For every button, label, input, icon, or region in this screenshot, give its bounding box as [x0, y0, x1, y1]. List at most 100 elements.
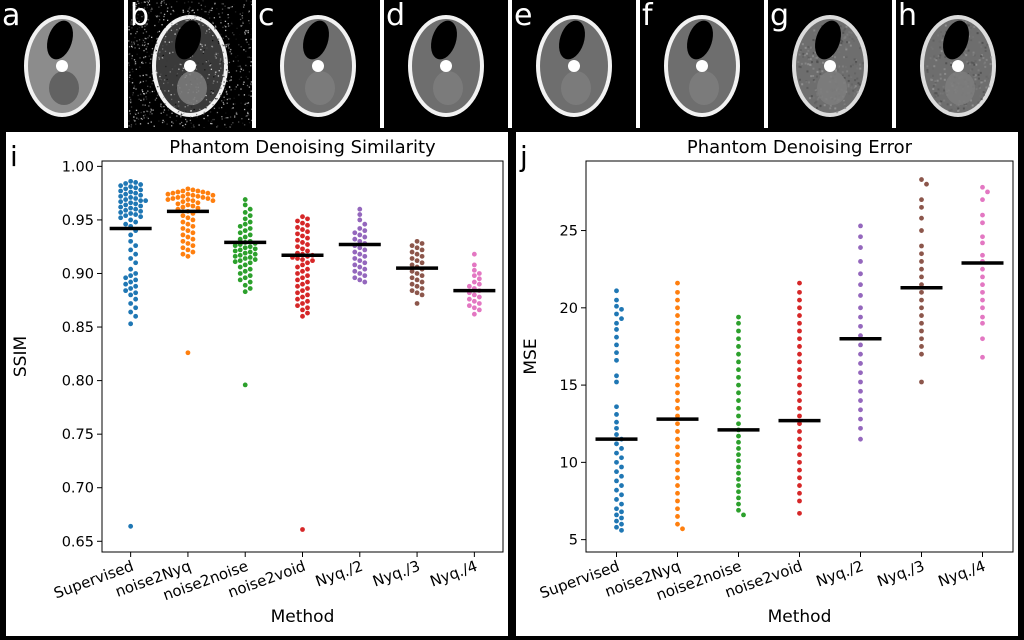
data-point [185, 191, 191, 197]
data-point [242, 210, 248, 215]
ssim-chart-panel: i Phantom Denoising Similarity 0.65 0.70 0.7… [6, 132, 508, 636]
data-point [614, 497, 619, 502]
data-point [675, 289, 680, 295]
data-point [133, 196, 139, 201]
data-point [409, 288, 415, 294]
data-point [675, 467, 680, 473]
data-point [797, 413, 802, 419]
panel-letter-d: d [386, 0, 406, 33]
data-point [300, 281, 305, 287]
data-point [980, 252, 985, 258]
data-point [123, 186, 129, 192]
image-panel-h: h [896, 0, 1020, 128]
data-point [980, 184, 985, 190]
data-point [619, 316, 624, 322]
data-point [357, 206, 363, 212]
data-point [980, 289, 985, 295]
data-point [476, 281, 482, 287]
data-point [210, 192, 216, 198]
data-point [185, 215, 191, 221]
data-point [128, 184, 134, 190]
data-point [247, 213, 253, 219]
data-point [980, 212, 985, 218]
data-point [180, 226, 186, 231]
data-point [736, 458, 741, 464]
data-point [858, 333, 863, 339]
data-point [414, 283, 420, 289]
data-point [858, 379, 863, 385]
data-point [138, 214, 144, 220]
data-point [919, 344, 924, 349]
data-point [175, 201, 181, 207]
data-point [471, 273, 477, 279]
data-point [614, 297, 619, 303]
data-point [919, 328, 924, 334]
data-point [357, 212, 363, 217]
data-point [300, 257, 305, 262]
data-point [675, 336, 680, 342]
data-point [190, 203, 196, 209]
data-point [736, 470, 741, 476]
data-point [123, 207, 129, 213]
data-point [300, 307, 305, 313]
data-point [133, 243, 139, 249]
data-point [232, 248, 238, 254]
data-point [300, 301, 305, 306]
data-point [305, 266, 310, 272]
data-point [466, 303, 472, 309]
data-point [295, 283, 300, 289]
panel-separator [124, 0, 128, 128]
data-point [300, 288, 305, 294]
data-point [362, 221, 368, 227]
data-point [362, 247, 368, 253]
data-point [619, 501, 624, 507]
data-point [619, 483, 624, 488]
data-point [614, 506, 619, 512]
data-point [185, 202, 191, 208]
data-point [133, 305, 139, 311]
data-point [295, 290, 300, 296]
data-point [242, 202, 248, 208]
data-point [614, 379, 619, 385]
data-point [858, 271, 863, 277]
data-point [305, 229, 310, 235]
y-tick-label: 20 [560, 301, 578, 317]
data-point [797, 305, 802, 311]
data-point [409, 249, 415, 255]
data-point [614, 412, 619, 417]
data-point [614, 404, 619, 410]
data-point [295, 303, 300, 309]
data-point [919, 305, 924, 311]
data-point [305, 273, 310, 279]
data-point [232, 253, 238, 259]
data-point [118, 183, 124, 189]
data-point [242, 256, 248, 261]
data-point [185, 350, 191, 356]
data-point [675, 297, 680, 303]
data-point [614, 441, 619, 447]
data-point [305, 292, 310, 298]
phantom-image-g [792, 15, 868, 117]
panel-separator [892, 0, 896, 128]
data-point [133, 206, 139, 212]
data-point [680, 526, 685, 532]
data-point [409, 262, 415, 268]
data-point [414, 290, 420, 296]
data-point [797, 351, 802, 357]
data-point [619, 464, 624, 470]
data-point [736, 452, 741, 458]
data-point [797, 467, 802, 473]
data-point [190, 223, 196, 229]
image-panel-a: a [0, 0, 124, 128]
data-point [357, 264, 363, 270]
data-point [858, 361, 863, 366]
data-point [185, 228, 191, 234]
data-point [736, 398, 741, 403]
data-point [180, 213, 186, 219]
data-point [305, 235, 310, 241]
data-point [128, 238, 134, 244]
data-point [357, 217, 363, 223]
data-point [858, 234, 863, 240]
data-point [128, 189, 134, 195]
data-point [295, 218, 300, 224]
